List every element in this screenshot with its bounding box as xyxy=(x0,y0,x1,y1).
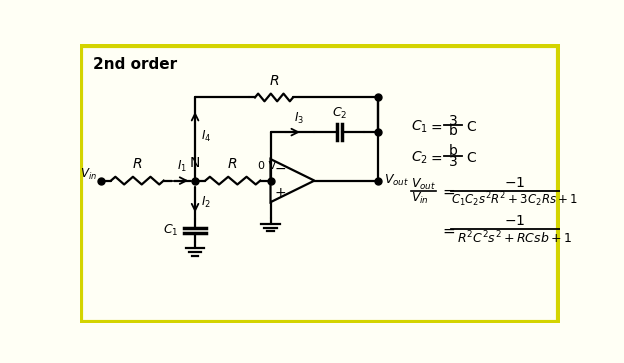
Text: 2nd order: 2nd order xyxy=(94,57,178,73)
Text: $C_2$: $C_2$ xyxy=(411,149,427,166)
Text: R: R xyxy=(269,74,279,88)
Text: $I_4$: $I_4$ xyxy=(201,129,212,143)
Text: $C_2$: $C_2$ xyxy=(332,106,347,121)
Text: 3: 3 xyxy=(449,155,457,169)
Text: $V_{in}$: $V_{in}$ xyxy=(79,167,97,182)
Text: C: C xyxy=(466,151,476,164)
Text: $V_{in}$: $V_{in}$ xyxy=(411,191,429,206)
Text: $=$: $=$ xyxy=(440,223,456,237)
Text: R: R xyxy=(228,158,238,171)
Text: $I_3$: $I_3$ xyxy=(294,111,304,126)
Text: $C_1$: $C_1$ xyxy=(411,119,427,135)
Text: $-$: $-$ xyxy=(274,161,286,175)
Text: $=$: $=$ xyxy=(427,120,442,134)
Text: b: b xyxy=(449,125,457,138)
Text: $=$: $=$ xyxy=(427,151,442,164)
Text: 3: 3 xyxy=(449,114,457,127)
Text: $I_2$: $I_2$ xyxy=(201,195,211,211)
Text: $C_1C_2s^2R^2+3C_2Rs+1$: $C_1C_2s^2R^2+3C_2Rs+1$ xyxy=(451,191,578,209)
Text: 0 V: 0 V xyxy=(258,162,276,171)
Text: $R^2C^2s^2+RCsb+1$: $R^2C^2s^2+RCsb+1$ xyxy=(457,230,572,247)
Text: $C_1$: $C_1$ xyxy=(163,223,178,238)
Text: $V_{out}$: $V_{out}$ xyxy=(384,173,409,188)
Text: N: N xyxy=(190,156,200,170)
Text: $+$: $+$ xyxy=(274,186,286,200)
Text: b: b xyxy=(449,144,457,158)
Text: $=$: $=$ xyxy=(440,184,456,199)
Text: $I_1$: $I_1$ xyxy=(177,159,187,175)
Text: R: R xyxy=(132,158,142,171)
Text: $V_{out}$: $V_{out}$ xyxy=(411,177,436,192)
Text: C: C xyxy=(466,120,476,134)
Text: $-1$: $-1$ xyxy=(504,215,525,228)
Text: $-1$: $-1$ xyxy=(504,176,525,190)
FancyBboxPatch shape xyxy=(81,46,558,322)
